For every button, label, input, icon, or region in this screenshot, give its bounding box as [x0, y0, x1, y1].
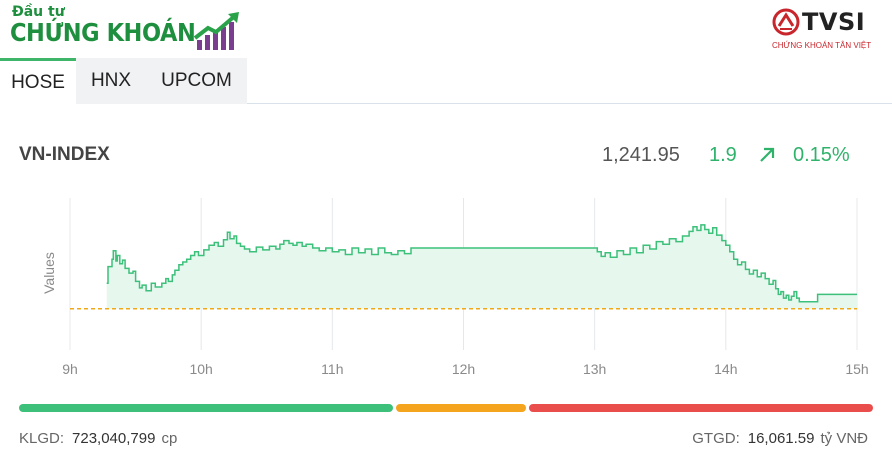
tab-hose[interactable]: HOSE — [0, 58, 76, 104]
exchange-tabs: HOSE HNX UPCOM — [0, 58, 892, 104]
session-bar — [19, 404, 873, 412]
tabs-divider — [0, 103, 892, 104]
klgd-value: 723,040,799 — [72, 430, 156, 447]
gtgd-stat: GTGD: 16,061.59 tỷ VNĐ — [692, 430, 868, 447]
brand-main-text: CHỨNG KHOÁN — [10, 18, 196, 47]
rising-chart-icon — [194, 12, 239, 50]
x-tick-label: 12h — [452, 361, 475, 377]
x-tick-label: 15h — [845, 361, 868, 377]
series-line — [106, 224, 857, 303]
session-segment — [528, 404, 873, 412]
index-change-pct: 0.15% — [793, 144, 850, 166]
brand-top-text: Đầu tư — [12, 4, 65, 20]
tvsi-emblem-icon — [772, 8, 800, 36]
partner-name: TVSI — [802, 8, 866, 36]
klgd-stat: KLGD: 723,040,799 cp — [19, 430, 177, 447]
tab-label: UPCOM — [161, 70, 232, 91]
tab-label: HNX — [90, 70, 132, 91]
x-tick-label: 14h — [714, 361, 737, 377]
y-axis-label: Values — [41, 252, 57, 294]
gtgd-unit: tỷ VNĐ — [820, 430, 868, 447]
klgd-label: KLGD: — [19, 430, 65, 447]
gtgd-value: 16,061.59 — [747, 430, 815, 447]
x-tick-label: 10h — [189, 361, 212, 377]
intraday-chart: 9h 10h 11h 12h 13h 14h 15h Values — [41, 198, 869, 377]
index-value: 1,241.95 — [602, 144, 680, 166]
gtgd-label: GTGD: — [692, 430, 740, 447]
x-tick-label: 11h — [321, 361, 343, 377]
partner-subtitle: CHỨNG KHOÁN TÂN VIỆT — [772, 41, 872, 50]
x-tick-label: 13h — [583, 361, 606, 377]
index-change: 1.9 — [709, 144, 737, 166]
tab-label: HOSE — [11, 71, 65, 93]
tab-upcom[interactable]: UPCOM — [146, 58, 247, 104]
session-segment — [396, 404, 526, 412]
brand-logo[interactable]: Đầu tư CHỨNG KHOÁN — [10, 4, 250, 56]
index-name: VN-INDEX — [19, 144, 110, 165]
series-area — [106, 224, 857, 309]
x-tick-label: 9h — [62, 361, 78, 377]
session-segment — [19, 404, 394, 412]
klgd-unit: cp — [161, 430, 178, 447]
tab-hnx[interactable]: HNX — [76, 58, 146, 104]
arrow-up-right-icon — [760, 147, 775, 162]
partner-logo[interactable]: TVSI CHỨNG KHOÁN TÂN VIỆT — [772, 6, 882, 54]
